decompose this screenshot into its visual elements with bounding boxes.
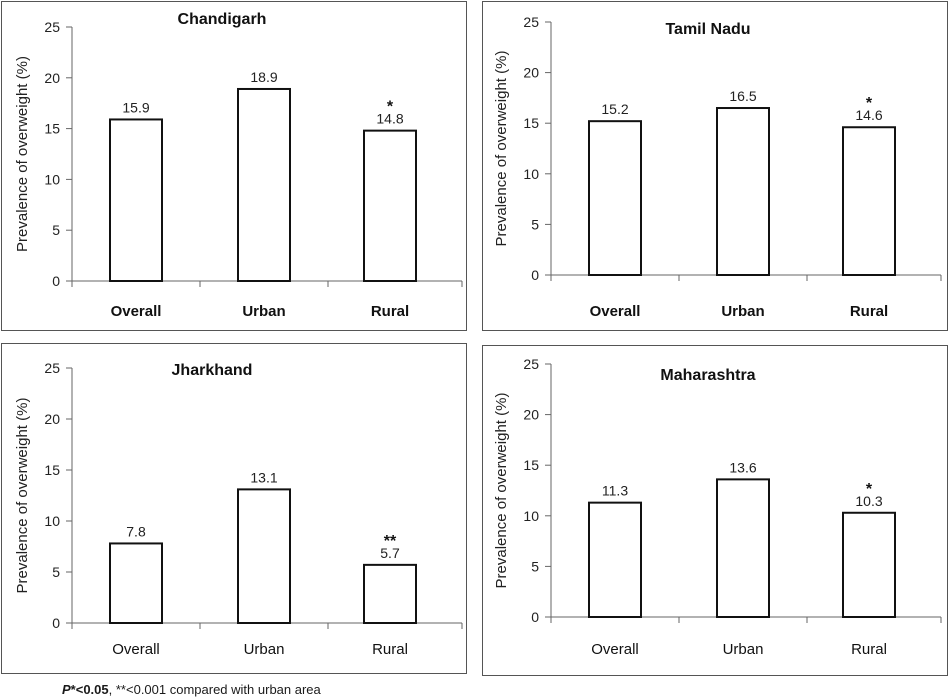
y-tick-label: 20 — [523, 407, 539, 423]
y-tick-label: 5 — [531, 216, 539, 232]
y-tick-label: 20 — [44, 411, 60, 427]
significance-marker: * — [387, 99, 394, 116]
y-tick-label: 0 — [531, 267, 539, 283]
bar-overall — [109, 118, 163, 283]
x-category-label-rural: Rural — [372, 641, 408, 658]
x-category-label-urban: Urban — [723, 641, 764, 658]
y-tick-label: 5 — [52, 564, 60, 580]
bar-value-label: 14.8 — [376, 111, 403, 127]
bar-value-label: 5.7 — [380, 545, 400, 561]
bar-urban — [716, 107, 770, 276]
x-category-label-rural: Rural — [851, 641, 887, 658]
bar-value-label: 13.6 — [729, 459, 756, 475]
x-category-label-urban: Urban — [244, 641, 285, 658]
x-category-label-rural: Rural — [850, 303, 888, 320]
bar-value-label: 10.3 — [855, 493, 882, 509]
bar-rural — [842, 126, 896, 276]
bar-urban — [237, 87, 291, 282]
bar-rural — [363, 129, 417, 282]
bar-value-label: 13.1 — [250, 469, 277, 485]
chart-panel-jharkhand: Jharkhand Prevalence of overweight (%) 0 5 1… — [1, 343, 467, 674]
bar-value-label: 14.6 — [855, 107, 882, 123]
x-category-label-overall: Overall — [590, 303, 641, 320]
y-tick-label: 5 — [52, 222, 60, 238]
chart-svg-chandigarh: Chandigarh Prevalence of overweight (%) 0 5… — [14, 11, 463, 320]
y-axis-label-maharashtra: Prevalence of overweight (%) — [493, 393, 510, 589]
bar-value-label: 15.2 — [601, 101, 628, 117]
y-axis-label-jharkhand: Prevalence of overweight (%) — [14, 398, 31, 594]
x-category-label-urban: Urban — [242, 303, 285, 320]
y-tick-label: 0 — [52, 273, 60, 289]
bar-urban — [237, 488, 291, 624]
y-tick-label: 10 — [523, 508, 539, 524]
chart-svg-maharashtra: Maharashtra Prevalence of overweight (%) 0… — [493, 356, 942, 658]
chart-title-maharashtra: Maharashtra — [660, 367, 755, 384]
y-axis-label-chandigarh: Prevalence of overweight (%) — [14, 56, 31, 252]
significance-marker: ** — [384, 533, 397, 550]
chart-title-chandigarh: Chandigarh — [178, 11, 267, 28]
y-tick-label: 25 — [44, 360, 60, 376]
x-category-label-rural: Rural — [371, 303, 409, 320]
y-tick-label: 15 — [523, 457, 539, 473]
chart-title-jharkhand: Jharkhand — [172, 362, 253, 379]
footnote-sig1: *<0.05 — [70, 682, 109, 697]
bar-value-label: 15.9 — [122, 99, 149, 115]
bar-rural — [842, 511, 896, 619]
footnote-p: P — [62, 682, 71, 697]
footnote-sig2: **<0.001 compared with urban area — [115, 682, 321, 697]
x-category-label-urban: Urban — [721, 303, 764, 320]
chart-title-tamil-nadu: Tamil Nadu — [665, 21, 750, 38]
y-tick-label: 25 — [523, 14, 539, 30]
footnote: P*<0.05, **<0.001 compared with urban ar… — [62, 682, 321, 697]
y-tick-label: 20 — [523, 65, 539, 81]
chart-panel-maharashtra: Maharashtra Prevalence of overweight (%) 0… — [482, 345, 948, 676]
bar-urban — [716, 478, 770, 618]
bar-value-label: 7.8 — [126, 523, 146, 539]
y-tick-label: 20 — [44, 70, 60, 86]
bar-overall — [588, 501, 642, 618]
chart-svg-tamil-nadu: Tamil Nadu Prevalence of overweight (%) 0 5… — [493, 14, 942, 320]
y-tick-label: 0 — [531, 609, 539, 625]
y-tick-label: 10 — [44, 513, 60, 529]
y-tick-label: 5 — [531, 558, 539, 574]
y-tick-label: 15 — [44, 462, 60, 478]
y-tick-label: 10 — [523, 166, 539, 182]
significance-marker: * — [866, 95, 873, 112]
y-tick-label: 0 — [52, 615, 60, 631]
y-tick-label: 25 — [523, 356, 539, 372]
chart-panel-tamil-nadu: Tamil Nadu Prevalence of overweight (%) 0 5… — [482, 1, 948, 331]
significance-marker: * — [866, 481, 873, 498]
bar-overall — [109, 542, 163, 624]
bar-value-label: 18.9 — [250, 69, 277, 85]
y-tick-label: 15 — [44, 121, 60, 137]
bar-value-label: 16.5 — [729, 88, 756, 104]
y-tick-label: 15 — [523, 115, 539, 131]
chart-panel-chandigarh: Chandigarh Prevalence of overweight (%) 0 5… — [1, 1, 467, 331]
y-tick-label: 10 — [44, 171, 60, 187]
bar-overall — [588, 120, 642, 277]
bar-rural — [363, 563, 417, 624]
y-axis-label-tamil-nadu: Prevalence of overweight (%) — [493, 51, 510, 247]
bar-value-label: 11.3 — [602, 483, 628, 499]
x-category-label-overall: Overall — [111, 303, 162, 320]
y-tick-label: 25 — [44, 19, 60, 35]
footnote-separator: , — [108, 682, 113, 697]
x-category-label-overall: Overall — [591, 641, 639, 658]
chart-svg-jharkhand: Jharkhand Prevalence of overweight (%) 0 5 1… — [14, 360, 463, 658]
x-category-label-overall: Overall — [112, 641, 160, 658]
